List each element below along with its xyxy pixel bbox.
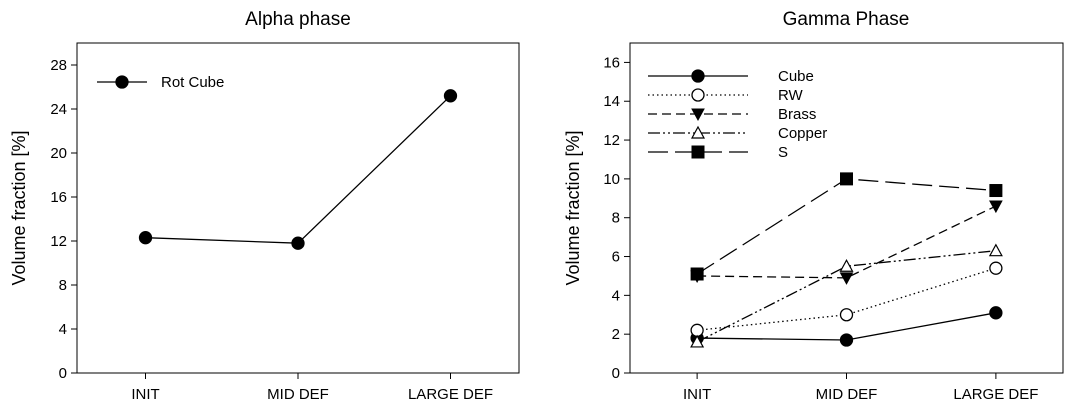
y-tick-label: 4	[612, 287, 620, 304]
data-point	[690, 267, 704, 281]
data-point	[839, 258, 854, 272]
y-tick-label: 14	[603, 93, 620, 110]
legend-label: S	[778, 144, 788, 161]
y-tick-label: 16	[50, 189, 67, 206]
data-point	[839, 308, 854, 322]
legend-entry: Copper	[648, 125, 827, 142]
chart-title: Alpha phase	[245, 9, 351, 30]
y-tick-label: 28	[50, 57, 67, 74]
legend-marker	[691, 108, 705, 122]
data-point	[690, 323, 704, 337]
data-point	[291, 236, 305, 250]
x-tick-label: INIT	[131, 386, 159, 403]
legend-label: RW	[778, 87, 804, 104]
data-point	[138, 231, 153, 245]
y-axis-label: Volume fraction [%]	[9, 130, 29, 285]
data-point	[839, 272, 854, 285]
legend-marker	[115, 75, 129, 89]
y-tick-label: 16	[603, 54, 620, 71]
chart-2: Gamma Phase Volume fraction [%] 0 2 4 6 8 10 12 1…	[563, 9, 1064, 403]
data-point	[988, 243, 1003, 257]
legend-marker	[690, 125, 706, 139]
x-tick-label: MID DEF	[267, 386, 329, 403]
x-tick-label: MID DEF	[816, 386, 878, 403]
y-tick-label: 12	[50, 233, 67, 250]
legend-label: Cube	[778, 68, 814, 85]
y-tick-label: 6	[612, 249, 620, 266]
y-tick-label: 20	[50, 145, 67, 162]
legend-marker	[691, 69, 705, 83]
data-point	[839, 333, 854, 347]
data-point	[989, 261, 1003, 275]
series-copper	[690, 243, 1003, 348]
y-tick-label: 12	[603, 132, 620, 149]
series-s	[690, 172, 1003, 281]
legend-marker	[691, 145, 705, 159]
series-rot-cube	[138, 89, 458, 250]
y-tick-label: 24	[50, 101, 67, 118]
legend-entry: S	[648, 144, 788, 161]
y-tick-label: 8	[59, 277, 67, 294]
chart-title: Gamma Phase	[783, 9, 910, 30]
data-point	[989, 200, 1003, 214]
y-tick-label: 0	[612, 365, 620, 382]
chart-1: Alpha phase Volume fraction [%] 0 4 8 12 16 20 2…	[9, 9, 520, 403]
data-point	[840, 172, 853, 186]
legend-entry: RW	[648, 87, 804, 104]
legend-label: Copper	[778, 125, 827, 142]
y-axis-label: Volume fraction [%]	[563, 130, 583, 285]
legend-entry: Cube	[648, 68, 814, 85]
x-tick-label: LARGE DEF	[408, 386, 493, 403]
x-tick-label: INIT	[683, 386, 711, 403]
y-tick-label: 0	[59, 365, 67, 382]
y-tick-label: 4	[59, 321, 67, 338]
legend-entry: Rot Cube	[97, 74, 224, 91]
y-tick-label: 8	[612, 210, 620, 227]
data-point	[989, 306, 1003, 320]
series-line	[696, 250, 996, 343]
data-point	[989, 184, 1003, 198]
legend-marker	[691, 88, 705, 102]
series-line	[697, 205, 997, 279]
data-point	[690, 334, 705, 348]
series-line	[145, 95, 451, 244]
legend-label: Brass	[778, 106, 816, 123]
x-tick-label: LARGE DEF	[953, 386, 1038, 403]
series-line	[697, 267, 997, 331]
legend-label: Rot Cube	[161, 74, 224, 91]
y-tick-label: 2	[612, 326, 620, 343]
legend-entry: Brass	[648, 106, 816, 123]
y-tick-label: 10	[603, 171, 620, 188]
data-point	[443, 89, 458, 103]
